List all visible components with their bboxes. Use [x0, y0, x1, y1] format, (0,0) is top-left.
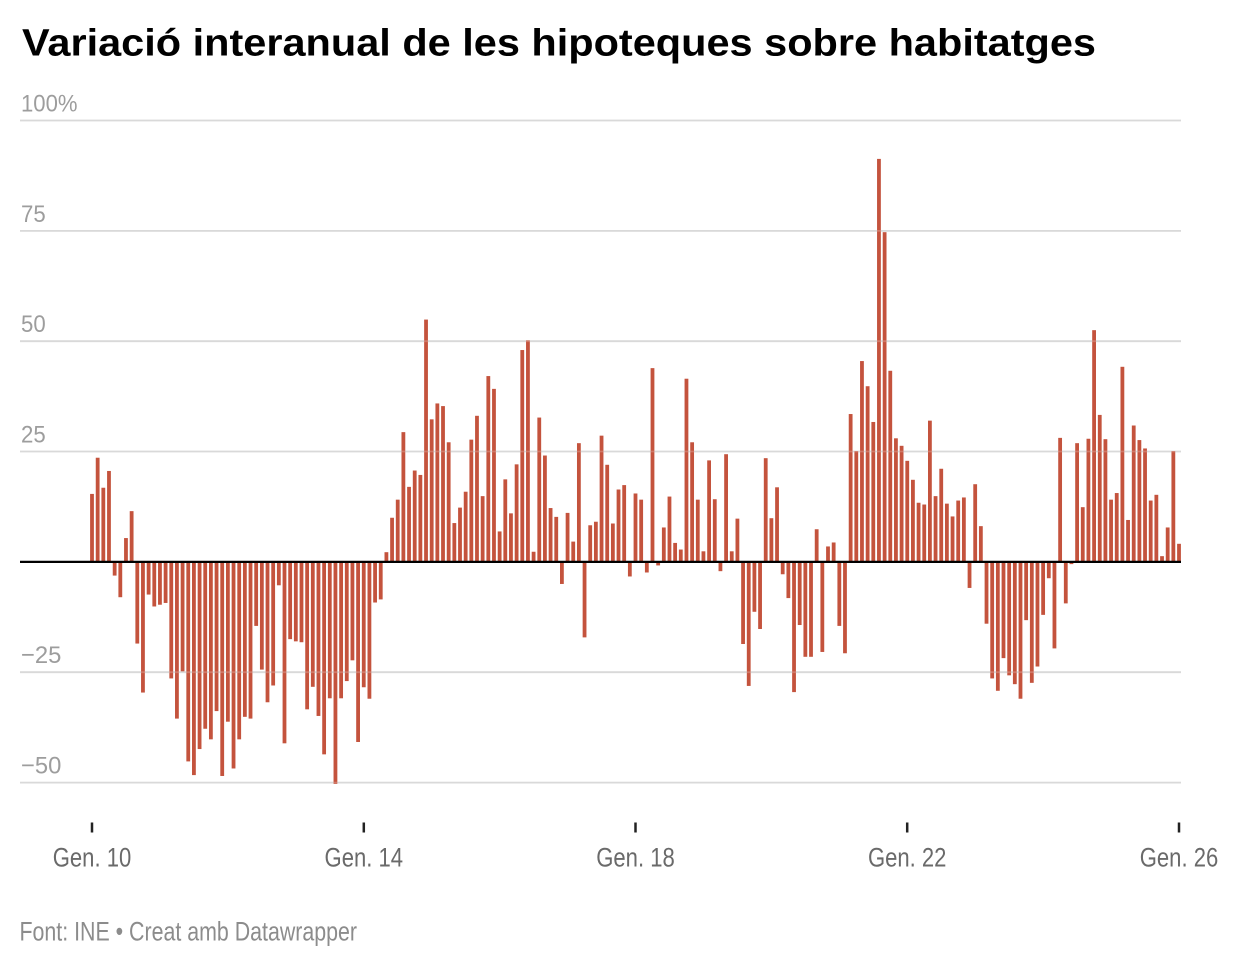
- svg-text:75: 75: [21, 201, 46, 228]
- svg-text:−50: −50: [21, 753, 61, 780]
- svg-text:Gen. 10: Gen. 10: [53, 843, 132, 873]
- svg-text:25: 25: [21, 422, 46, 449]
- svg-text:Gen. 18: Gen. 18: [596, 843, 675, 873]
- svg-text:50: 50: [21, 311, 46, 338]
- svg-text:Gen. 26: Gen. 26: [1140, 843, 1219, 873]
- svg-text:Font: INE • Creat amb Datawrap: Font: INE • Creat amb Datawrapper: [20, 917, 358, 947]
- svg-text:Variació interanual de les hip: Variació interanual de les hipoteques so…: [22, 23, 1096, 65]
- svg-text:Gen. 14: Gen. 14: [325, 843, 404, 873]
- svg-text:100%: 100%: [21, 91, 78, 118]
- svg-text:Gen. 22: Gen. 22: [868, 843, 947, 873]
- svg-text:−25: −25: [21, 642, 61, 669]
